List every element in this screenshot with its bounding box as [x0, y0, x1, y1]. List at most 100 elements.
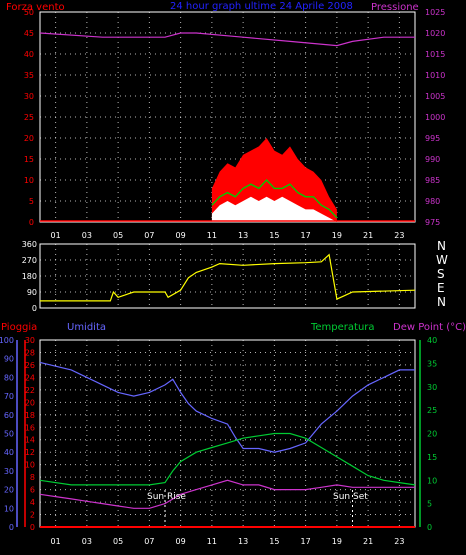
wind-dir-w: W	[436, 253, 448, 267]
x-tick-label: 07	[144, 231, 154, 240]
y-right-tick-label: 1015	[425, 50, 445, 59]
x-tick-label: 01	[51, 231, 61, 240]
wind-dir-n-top: N	[437, 239, 446, 253]
pressure-line	[39, 32, 415, 47]
y-rain-tick-label: 16	[25, 423, 35, 432]
y-right-tick-label: 1010	[425, 71, 445, 80]
y-humidity-tick-label: 40	[4, 448, 14, 457]
y-right-tick-label: 20	[427, 430, 437, 439]
y-humidity-tick-label: 30	[4, 467, 14, 476]
y-humidity-tick-label: 0	[9, 523, 14, 532]
y-humidity-tick-label: 10	[4, 504, 14, 513]
y-rain-tick-label: 4	[30, 498, 35, 507]
pressure-axis-title: Pressione	[371, 2, 419, 13]
y-tick-label: 180	[22, 272, 37, 281]
y-tick-label: 270	[22, 256, 37, 265]
panel-humidity-temperature: 0246810121416182022242628300102030405060…	[0, 336, 437, 546]
y-left-tick-label: 50	[24, 8, 34, 17]
y-humidity-tick-label: 70	[4, 392, 14, 401]
humidity-line	[39, 361, 415, 453]
chart-title: 24 hour graph ultime 24 Aprile 2008	[170, 1, 353, 12]
y-right-tick-label: 980	[425, 197, 440, 206]
y-left-tick-label: 10	[24, 176, 34, 185]
sun-rise-label: Sun Rise	[147, 492, 186, 502]
y-rain-tick-label: 28	[25, 348, 35, 357]
wind-direction-line	[40, 253, 416, 302]
x-tick-label: 19	[332, 231, 342, 240]
wind-dir-n-bottom: N	[437, 295, 446, 309]
rain-axis-title: Pioggia	[1, 322, 37, 333]
y-rain-tick-label: 0	[30, 523, 35, 532]
y-right-tick-label: 5	[427, 500, 432, 509]
y-humidity-tick-label: 50	[4, 430, 14, 439]
y-rain-tick-label: 18	[25, 411, 35, 420]
x-tick-label: 19	[332, 537, 342, 546]
y-rain-tick-label: 10	[25, 461, 35, 470]
y-left-tick-label: 20	[24, 134, 34, 143]
y-right-tick-label: 0	[427, 523, 432, 532]
y-rain-tick-label: 26	[25, 361, 35, 370]
y-tick-label: 0	[32, 304, 37, 313]
sun-set-label: Sun Set	[333, 492, 368, 502]
x-tick-label: 15	[269, 537, 279, 546]
y-left-tick-label: 45	[24, 29, 34, 38]
humidity-axis-title: Umidita	[67, 322, 106, 333]
y-right-tick-label: 975	[425, 218, 440, 227]
y-left-tick-label: 15	[24, 155, 34, 164]
y-right-tick-label: 995	[425, 134, 440, 143]
wind-dir-e: E	[437, 281, 445, 295]
x-tick-label: 17	[301, 231, 311, 240]
y-right-tick-label: 1005	[425, 92, 445, 101]
y-rain-tick-label: 22	[25, 386, 35, 395]
y-left-tick-label: 30	[24, 92, 34, 101]
panel-2-frame	[39, 243, 416, 309]
x-tick-label: 01	[51, 537, 61, 546]
y-humidity-tick-label: 100	[0, 336, 14, 345]
temperature-axis-title: Temperatura	[310, 322, 375, 333]
wind-dir-s: S	[437, 267, 445, 281]
x-tick-label: 17	[301, 537, 311, 546]
panel-wind-direction: 0 90 180 270 360	[22, 240, 416, 313]
x-tick-label: 23	[394, 537, 404, 546]
x-tick-label: 13	[238, 537, 248, 546]
wind-axis-title: Forza vento	[6, 2, 65, 13]
dew-point-axis-title: Dew Point (°C)	[393, 322, 466, 333]
y-left-tick-label: 25	[24, 113, 34, 122]
y-tick-label: 90	[27, 288, 37, 297]
wind-avg-line	[211, 178, 338, 219]
x-tick-label: 21	[363, 231, 373, 240]
y-rain-tick-label: 30	[25, 336, 35, 345]
x-tick-label: 13	[238, 231, 248, 240]
y-right-tick-label: 15	[427, 453, 437, 462]
y-left-tick-label: 0	[29, 218, 34, 227]
y-rain-tick-label: 14	[25, 436, 35, 445]
y-right-tick-label: 1025	[425, 8, 445, 17]
y-right-tick-label: 35	[427, 359, 437, 368]
y-left-tick-label: 5	[29, 197, 34, 206]
x-tick-label: 05	[113, 231, 123, 240]
y-humidity-tick-label: 90	[4, 355, 14, 364]
y-left-tick-label: 40	[24, 50, 34, 59]
x-tick-label: 15	[269, 231, 279, 240]
y-right-tick-label: 10	[427, 476, 437, 485]
y-rain-tick-label: 6	[30, 486, 35, 495]
temperature-line	[39, 432, 416, 486]
y-tick-label: 360	[22, 240, 37, 249]
y-humidity-tick-label: 60	[4, 411, 14, 420]
y-humidity-tick-label: 20	[4, 486, 14, 495]
y-right-tick-label: 985	[425, 176, 440, 185]
y-rain-tick-label: 2	[30, 511, 35, 520]
x-tick-label: 07	[144, 537, 154, 546]
x-tick-label: 11	[207, 537, 217, 546]
y-right-tick-label: 1020	[425, 29, 445, 38]
y-right-tick-label: 30	[427, 383, 437, 392]
x-tick-label: 09	[176, 231, 186, 240]
x-tick-label: 03	[82, 537, 92, 546]
x-tick-label: 05	[113, 537, 123, 546]
y-rain-tick-label: 12	[25, 448, 35, 457]
y-right-tick-label: 990	[425, 155, 440, 164]
x-tick-label: 03	[82, 231, 92, 240]
x-tick-label: 21	[363, 537, 373, 546]
panel-wind-pressure: 0510152025303540455097598098599099510001…	[24, 8, 446, 240]
